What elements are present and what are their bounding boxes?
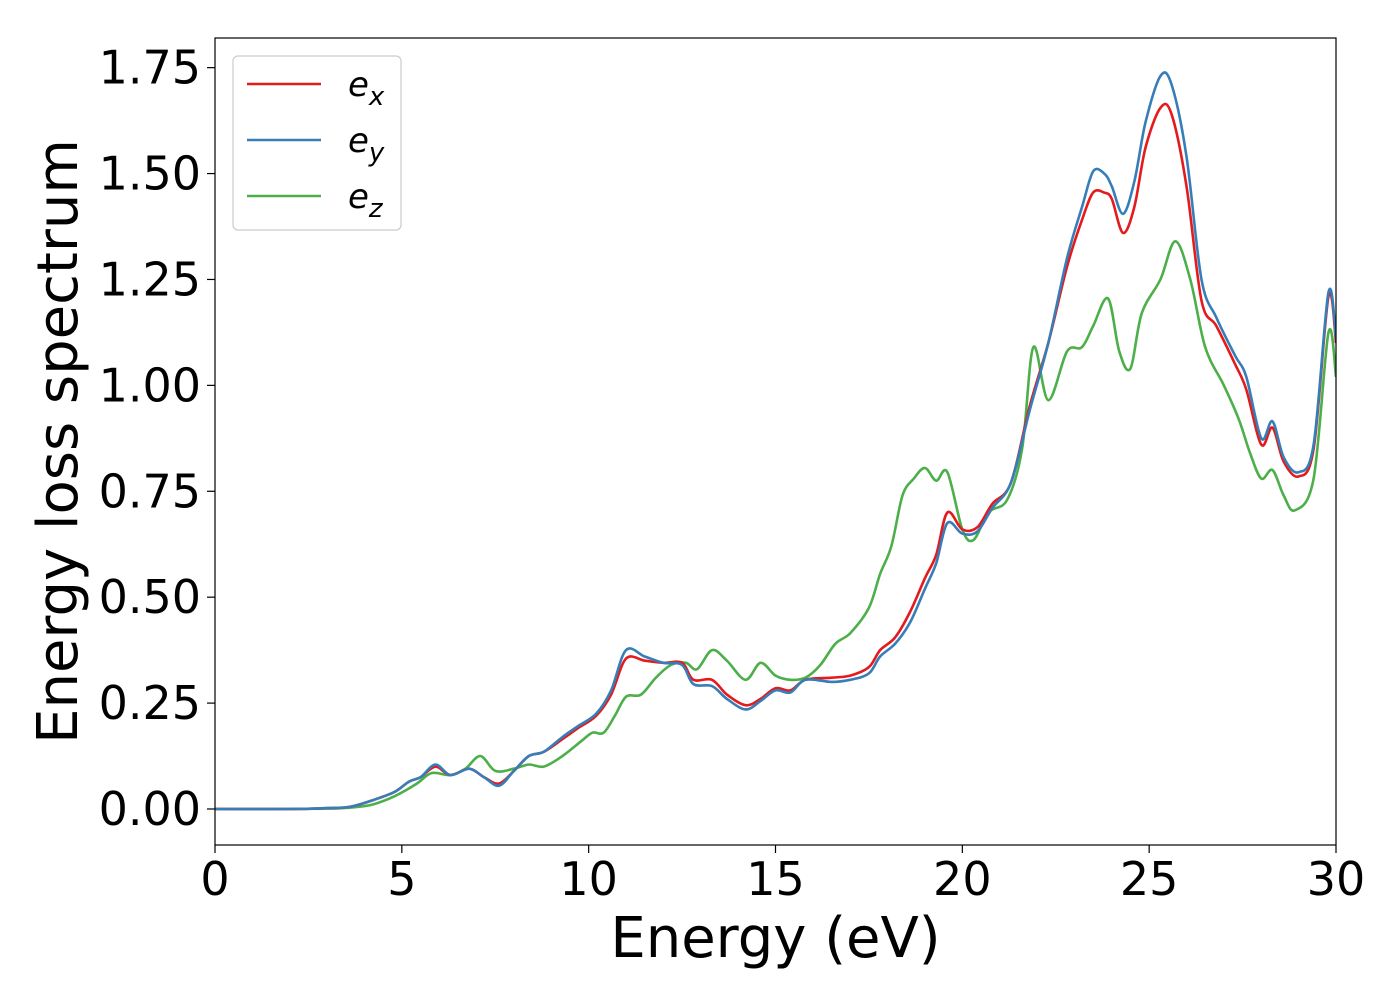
x-tick-label: 20 <box>933 852 992 906</box>
y-axis-label: Energy loss spectrum <box>26 139 91 744</box>
x-tick-label: 0 <box>200 852 229 906</box>
axes-frame <box>214 37 1337 846</box>
x-tick-label: 10 <box>559 852 618 906</box>
series-line-ez <box>215 240 1336 811</box>
plot-area <box>215 71 1336 811</box>
x-tick-label: 30 <box>1307 852 1366 906</box>
x-tick-label: 5 <box>387 852 416 906</box>
x-tick-label: 25 <box>1120 852 1179 906</box>
y-tick-label: 0.75 <box>99 464 201 518</box>
series-line-ey <box>215 71 1336 811</box>
y-tick-label: 1.50 <box>99 147 201 201</box>
x-tick-label: 15 <box>746 852 805 906</box>
axis-ticks: 0 5 10 15 20 25 30 0.00 0.25 0.50 0.75 1.00 1.25 1.50… <box>99 41 1366 906</box>
y-tick-label: 1.75 <box>99 41 201 95</box>
y-tick-label: 0.00 <box>99 782 201 836</box>
y-tick-label: 0.50 <box>99 570 201 624</box>
legend-box <box>232 55 402 231</box>
y-tick-label: 0.25 <box>99 676 201 730</box>
legend-label-ey: ey <box>348 121 385 168</box>
y-tick-label: 1.00 <box>99 358 201 412</box>
legend-label-ex: ex <box>348 65 385 112</box>
x-axis-label: Energy (eV) <box>610 906 940 971</box>
y-tick-label: 1.25 <box>99 252 201 306</box>
